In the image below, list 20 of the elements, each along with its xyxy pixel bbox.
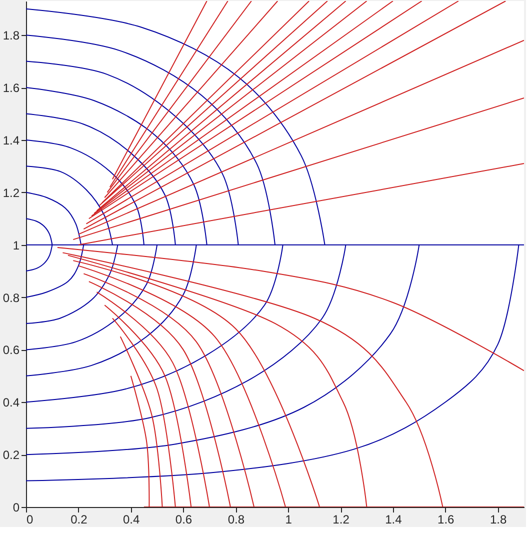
y-tick-label: 1.8 (2, 28, 20, 43)
x-tick-label: 1 (285, 512, 292, 526)
x-tick-label: 0.6 (175, 512, 192, 526)
y-tick-label: 1.4 (2, 133, 20, 148)
x-tick-label: 0.2 (70, 512, 88, 526)
y-tick-label: 1 (12, 238, 20, 252)
y-tick-label: 0.8 (2, 290, 20, 305)
x-tick-label: 0.4 (123, 512, 140, 526)
y-tick-label: 0.2 (2, 448, 20, 462)
y-tick-label: 1.2 (2, 186, 20, 200)
y-tick-label: 1.6 (2, 81, 20, 96)
x-tick-label: 1.6 (438, 512, 455, 526)
y-tick-label: 0 (12, 500, 20, 514)
x-tick-label: 0 (26, 512, 34, 526)
y-tick-label: 0.4 (2, 396, 20, 410)
x-tick-label: 1.8 (490, 512, 507, 526)
x-tick-label: 1.4 (385, 512, 402, 526)
y-tick-label: 0.6 (2, 343, 20, 358)
x-tick-label: 1.2 (332, 512, 350, 526)
x-tick-label: 0.8 (228, 512, 245, 526)
